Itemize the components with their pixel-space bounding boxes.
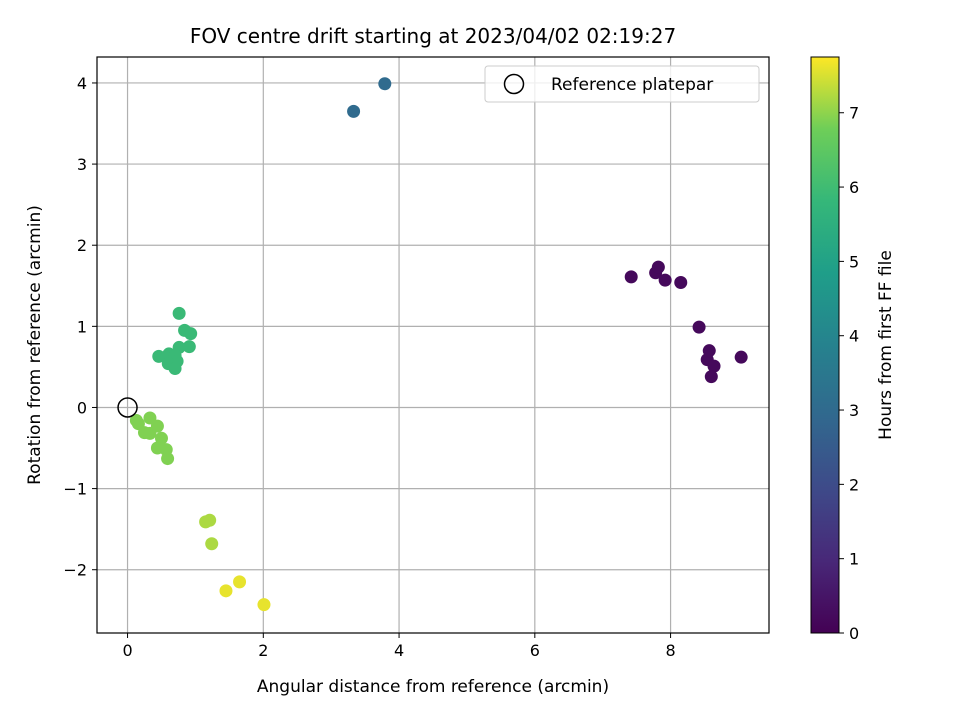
data-point — [692, 320, 706, 334]
grid-lines — [97, 57, 769, 633]
data-point — [168, 362, 182, 376]
y-tick-label: 1 — [77, 317, 87, 336]
legend-entry-reference-platepar: Reference platepar — [551, 75, 713, 95]
colorbar-tick-label: 6 — [849, 178, 859, 197]
legend-reference-marker — [503, 73, 525, 95]
data-point — [704, 370, 718, 384]
legend: Reference platepar — [484, 65, 760, 103]
data-point — [257, 598, 271, 612]
y-tick-label: 2 — [77, 236, 87, 255]
data-point — [233, 575, 247, 589]
colorbar-gradient — [810, 56, 840, 634]
y-axis-label: Rotation from reference (arcmin) — [25, 205, 45, 485]
y-tick-label: −2 — [63, 561, 87, 580]
data-point — [161, 452, 175, 466]
x-tick-label: 4 — [394, 641, 404, 660]
data-points — [129, 77, 748, 612]
colorbar-tick-label: 3 — [849, 401, 859, 420]
data-point — [624, 270, 638, 284]
data-point — [219, 584, 233, 598]
x-axis-ticks: 0 2 4 6 8 — [122, 633, 676, 660]
x-tick-label: 8 — [665, 641, 675, 660]
colorbar: 0 1 2 3 4 5 6 7 Hours from first FF file — [810, 56, 896, 643]
chart-title: FOV centre drift starting at 2023/04/02 … — [190, 24, 676, 48]
x-tick-label: 0 — [122, 641, 132, 660]
x-tick-label: 6 — [530, 641, 540, 660]
data-point — [674, 276, 688, 290]
data-point — [658, 273, 672, 287]
data-point — [347, 104, 361, 118]
data-point — [172, 306, 186, 320]
colorbar-tick-label: 2 — [849, 475, 859, 494]
data-point — [154, 431, 168, 445]
y-axis-ticks: −2 −1 0 1 2 3 4 — [63, 74, 97, 580]
data-point — [203, 513, 217, 527]
x-tick-label: 2 — [258, 641, 268, 660]
reference-marker-group — [117, 397, 138, 418]
data-point — [707, 359, 721, 373]
colorbar-tick-label: 4 — [849, 327, 859, 346]
y-tick-label: −1 — [63, 480, 87, 499]
data-point — [143, 426, 157, 440]
colorbar-label: Hours from first FF file — [876, 250, 896, 440]
plot-frame — [96, 56, 770, 634]
y-tick-label: 3 — [77, 155, 87, 174]
y-tick-label: 0 — [77, 398, 87, 417]
data-point — [205, 537, 219, 551]
colorbar-tick-label: 0 — [849, 624, 859, 643]
x-axis-label: Angular distance from reference (arcmin) — [257, 677, 609, 697]
colorbar-tick-label: 1 — [849, 550, 859, 569]
colorbar-tick-label: 7 — [849, 104, 859, 123]
legend-box — [484, 65, 760, 103]
colorbar-ticks: 0 1 2 3 4 5 6 7 — [839, 104, 859, 643]
data-point — [651, 260, 665, 274]
data-point — [702, 344, 716, 358]
data-point — [182, 340, 196, 354]
data-point — [152, 349, 166, 363]
data-point — [184, 327, 198, 341]
data-point — [378, 77, 392, 91]
colorbar-tick-label: 5 — [849, 252, 859, 271]
data-point — [734, 350, 748, 364]
reference-platepar-marker — [117, 397, 138, 418]
y-tick-label: 4 — [77, 74, 87, 93]
